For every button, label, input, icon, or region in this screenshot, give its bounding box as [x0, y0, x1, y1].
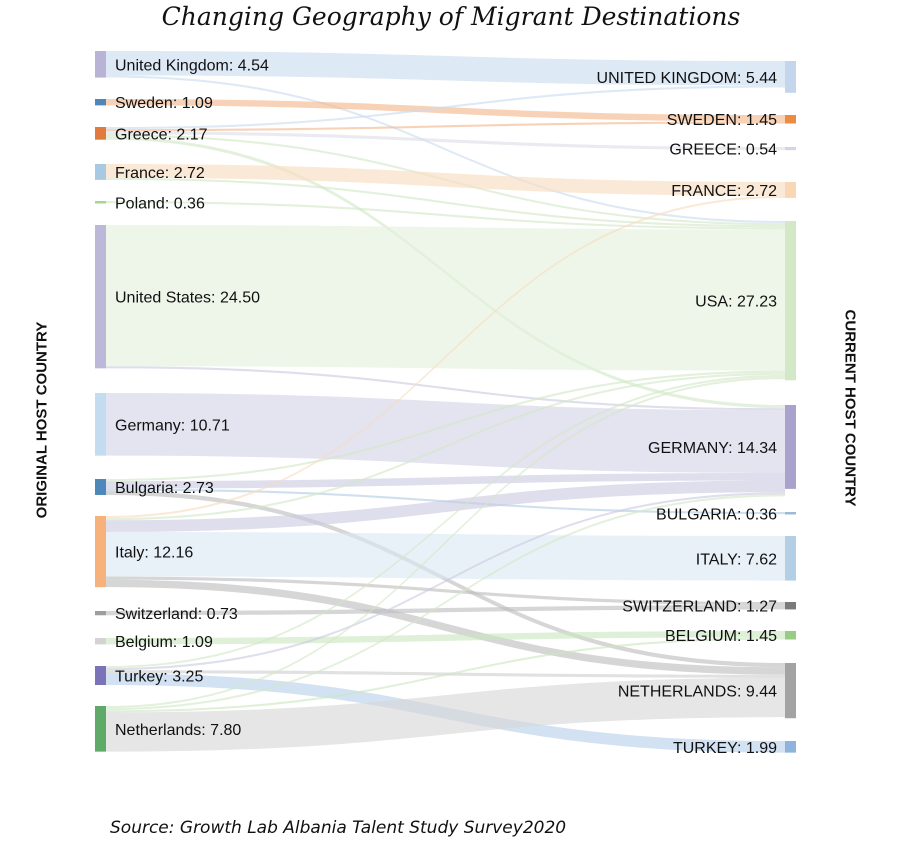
link-tr-to-de [106, 492, 785, 671]
link-bg-to-nl [106, 490, 785, 668]
target-node-de [785, 405, 796, 489]
target-node-be [785, 631, 796, 640]
target-label-de: GERMANY: 14.34 [648, 440, 777, 457]
source-label-fr: France: 2.72 [115, 165, 205, 182]
target-label-fr: FRANCE: 2.72 [671, 183, 777, 200]
link-it-to-nl [106, 579, 785, 675]
target-label-be: BELGIUM: 1.45 [665, 628, 777, 645]
target-label-tr: TURKEY: 1.99 [673, 740, 777, 757]
source-label-it: Italy: 12.16 [115, 545, 193, 562]
link-it-to-it [106, 531, 785, 581]
link-us-to-us [106, 225, 785, 371]
target-label-se: SWEDEN: 1.45 [667, 112, 777, 129]
source-label-be: Belgium: 1.09 [115, 634, 213, 651]
labels-layer: United Kingdom: 4.54 Sweden: 1.09 Greece: … [115, 57, 777, 757]
link-uk-to-us [106, 75, 785, 224]
target-label-ch: SWITZERLAND: 1.27 [622, 599, 777, 616]
source-node-gr [95, 127, 106, 140]
source-label-bg: Bulgaria: 2.73 [115, 480, 214, 497]
link-bg-to-de [106, 472, 785, 489]
source-label-pl: Poland: 0.36 [115, 195, 205, 212]
link-tr-to-us [106, 374, 785, 669]
source-node-fr [95, 164, 106, 180]
source-label-ch: Switzerland: 0.73 [115, 606, 238, 623]
source-node-be [95, 638, 106, 645]
target-label-it: ITALY: 7.62 [696, 551, 777, 568]
source-label-se: Sweden: 1.09 [115, 95, 213, 112]
links-layer [106, 51, 785, 753]
source-node-ch [95, 611, 106, 616]
target-node-se [785, 115, 796, 124]
source-note: Source: Growth Lab Albania Talent Study … [110, 818, 567, 838]
link-it-to-fr [106, 195, 785, 519]
source-label-nl: Netherlands: 7.80 [115, 722, 241, 739]
target-label-us: USA: 27.23 [695, 294, 777, 311]
link-be-to-be [106, 631, 785, 645]
link-it-to-ch [106, 576, 785, 606]
source-node-us [95, 225, 106, 369]
link-gr-to-gr [106, 131, 785, 151]
source-label-gr: Greece: 2.17 [115, 126, 208, 143]
source-node-uk [95, 51, 106, 78]
target-node-us [785, 221, 796, 381]
source-node-tr [95, 666, 106, 686]
source-label-tr: Turkey: 3.25 [115, 669, 203, 686]
nodes-layer [95, 51, 796, 753]
chart-title: Changing Geography of Migrant Destinatio… [161, 2, 741, 31]
target-label-gr: GREECE: 0.54 [669, 142, 777, 159]
link-nl-to-de [106, 494, 785, 711]
source-node-pl [95, 201, 106, 204]
source-node-nl [95, 706, 106, 752]
link-it-to-us [106, 372, 785, 521]
source-node-se [95, 99, 106, 106]
link-nl-to-be [106, 637, 785, 713]
link-se-to-se [106, 99, 785, 122]
target-node-ch [785, 602, 796, 610]
link-nl-to-nl [106, 677, 785, 752]
source-label-de: Germany: 10.71 [115, 417, 230, 434]
link-pl-to-us [106, 201, 785, 230]
link-it-to-de [106, 480, 785, 532]
source-node-de [95, 393, 106, 456]
link-fr-to-us [106, 177, 785, 228]
link-gr-to-uk [106, 85, 785, 130]
target-node-tr [785, 741, 796, 753]
target-label-nl: NETHERLANDS: 9.44 [618, 684, 777, 701]
link-nl-to-us [106, 376, 785, 709]
target-node-it [785, 536, 796, 581]
link-us-to-de [106, 366, 785, 411]
link-bg-to-us [106, 370, 785, 482]
link-gr-to-se [106, 121, 785, 132]
link-ch-to-ch [106, 605, 785, 616]
target-node-gr [785, 147, 796, 151]
source-label-us: United States: 24.50 [115, 290, 260, 307]
link-fr-to-fr [106, 164, 785, 196]
source-label-uk: United Kingdom: 4.54 [115, 57, 269, 74]
target-node-nl [785, 663, 796, 719]
target-node-uk [785, 61, 796, 93]
source-node-bg [95, 479, 106, 495]
target-label-bg: BULGARIA: 0.36 [656, 506, 777, 523]
target-node-bg [785, 512, 796, 515]
target-node-fr [785, 182, 796, 198]
source-node-it [95, 516, 106, 588]
link-uk-to-uk [106, 51, 785, 86]
target-label-uk: UNITED KINGDOM: 5.44 [597, 70, 778, 87]
